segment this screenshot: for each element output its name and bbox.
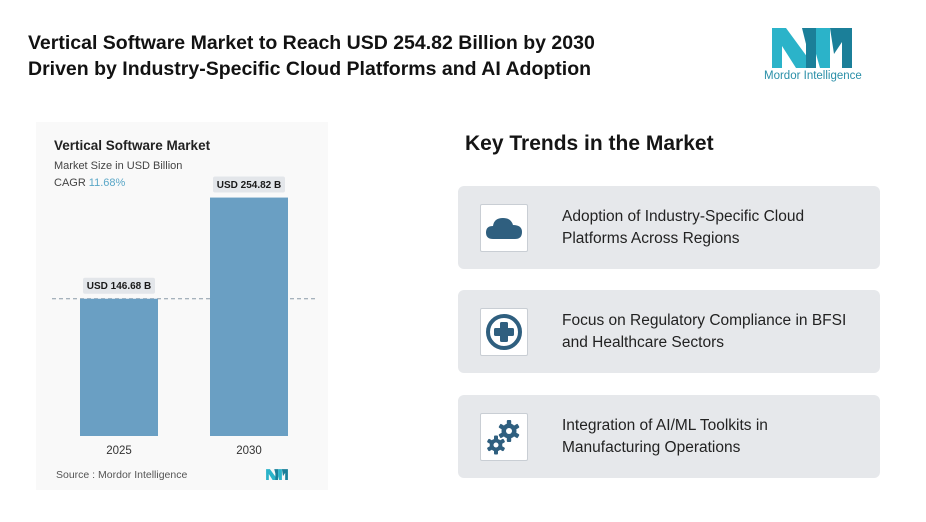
bar-chart: USD 146.68 B 2025 USD 254.82 B 2030 xyxy=(52,176,318,457)
cagr-value: 11.68% xyxy=(88,177,126,189)
headline: Vertical Software Market to Reach USD 25… xyxy=(28,30,708,82)
brand-logo: Mordor Intelligence xyxy=(764,24,874,90)
bar-2030 xyxy=(210,197,288,436)
trend-icon-box xyxy=(480,204,528,252)
chart-subtitle: Market Size in USD Billion xyxy=(54,160,183,172)
trend-text: Integration of AI/ML Toolkits in Manufac… xyxy=(562,416,768,456)
cagr-label: CAGR xyxy=(54,177,86,189)
trend-text: Adoption of Industry-Specific Cloud Plat… xyxy=(562,207,805,247)
trend-text: Focus on Regulatory Compliance in BFSI a… xyxy=(562,311,847,351)
trend-card-cloud: Adoption of Industry-Specific Cloud Plat… xyxy=(458,186,880,269)
chart-source: Source : Mordor Intelligence xyxy=(56,469,188,481)
headline-line-2: Driven by Industry-Specific Cloud Platfo… xyxy=(28,58,592,80)
medical-cross-icon xyxy=(486,314,522,350)
trends-title: Key Trends in the Market xyxy=(465,132,714,155)
chart-card: Vertical Software Market Market Size in … xyxy=(36,122,328,490)
x-tick-label: 2030 xyxy=(236,445,262,457)
trend-card-compliance: Focus on Regulatory Compliance in BFSI a… xyxy=(458,290,880,373)
data-label-box xyxy=(83,277,155,294)
logo-text: Mordor Intelligence xyxy=(764,70,862,82)
headline-line-1: Vertical Software Market to Reach USD 25… xyxy=(28,32,595,54)
data-label: USD 254.82 B xyxy=(217,180,281,191)
mordor-logo-icon xyxy=(772,28,852,68)
cloud-icon xyxy=(486,218,522,239)
chart-title: Vertical Software Market xyxy=(54,138,211,153)
data-label: USD 146.68 B xyxy=(87,281,151,292)
trend-icon-box xyxy=(480,308,528,356)
trend-card-ai: Integration of AI/ML Toolkits in Manufac… xyxy=(458,395,880,478)
x-tick-label: 2025 xyxy=(106,445,132,457)
trend-icon-box xyxy=(480,413,528,461)
mini-logo-icon xyxy=(266,469,288,480)
chart-cagr: CAGR 11.68% xyxy=(54,177,125,189)
data-label-box xyxy=(213,176,285,193)
bar-2025 xyxy=(80,298,158,436)
gears-icon xyxy=(487,420,520,455)
